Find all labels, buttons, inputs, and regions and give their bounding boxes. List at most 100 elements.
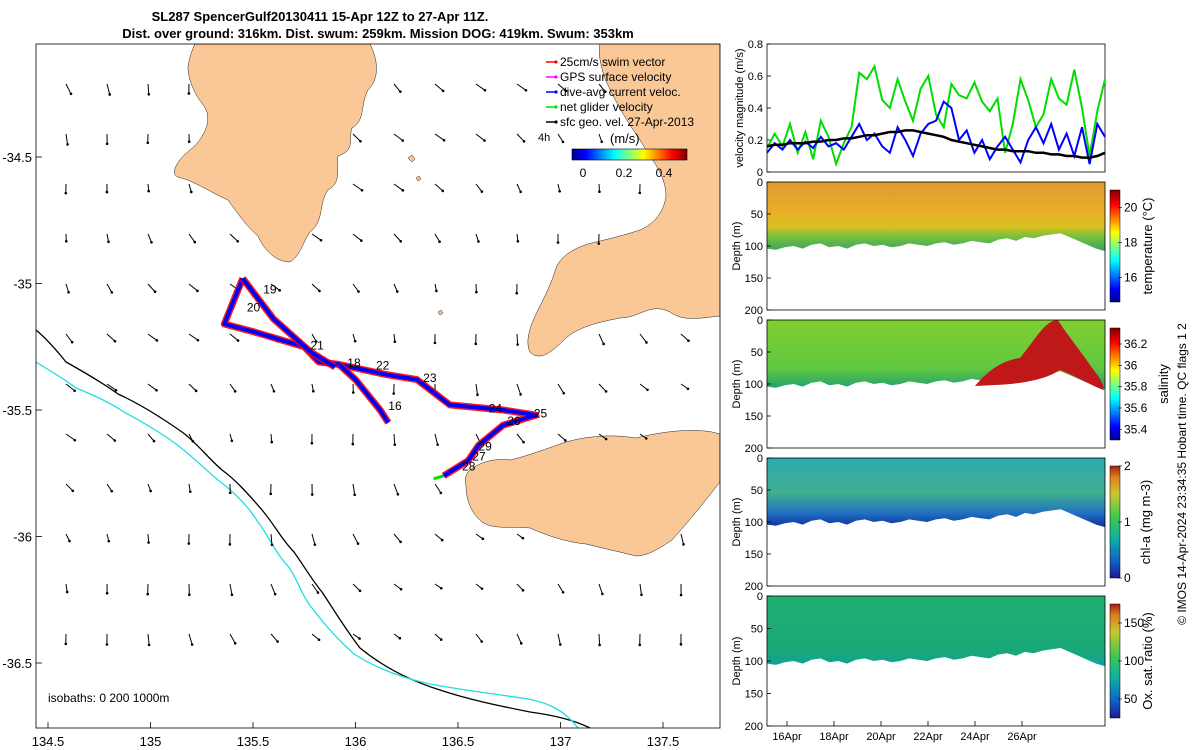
current-vector-head [71, 489, 75, 493]
current-vector-head [146, 141, 150, 145]
current-vector [65, 583, 68, 593]
current-vector [434, 533, 443, 541]
current-vector-head [314, 340, 318, 343]
current-vector [188, 633, 193, 645]
current-vector-head [398, 636, 402, 640]
oxygen-section: Depth (m) Ox. sat. ratio (%) 0 50 100 150 20… [731, 591, 1155, 743]
current-vector [65, 83, 72, 95]
velocity-series [766, 63, 1106, 168]
map-xtick-label: 135 [140, 734, 162, 749]
current-vector-head [483, 139, 486, 142]
temperature-ylabel: Depth (m) [731, 222, 743, 271]
current-vector [65, 383, 75, 392]
current-vector-head [561, 590, 565, 594]
current-vector-head [110, 489, 114, 493]
current-vector-head [155, 388, 158, 392]
current-vector-head [276, 640, 279, 643]
time-tick-label: 24Apr [960, 731, 990, 743]
velocity-ytick-label: 0.8 [748, 39, 763, 51]
day-label: 22 [376, 359, 390, 373]
current-vector [65, 483, 74, 492]
current-vector [188, 283, 198, 292]
current-vector-head [442, 138, 446, 142]
velocity-series-line [766, 63, 1106, 168]
depth-tick-label: 0 [757, 177, 763, 189]
colorbar-tick-label: 0 [1124, 571, 1131, 585]
current-vector-head [233, 642, 237, 645]
current-vector-head [519, 642, 523, 645]
current-vector [352, 483, 356, 495]
current-vector-head [150, 241, 153, 244]
current-vector-head [519, 190, 522, 194]
current-vector-head [105, 142, 109, 146]
current-vector-head [357, 290, 360, 293]
map-ytick-label: -35 [13, 277, 32, 292]
map-frame [35, 43, 721, 729]
current-vector [352, 533, 359, 544]
current-vector [598, 83, 606, 93]
current-vector [229, 633, 236, 644]
current-vector [557, 83, 567, 92]
current-vector [106, 83, 111, 95]
depth-tick-label: 150 [745, 273, 763, 285]
day-label: 28 [462, 460, 476, 474]
current-vector [516, 83, 527, 91]
current-vector-head [521, 589, 525, 592]
current-vector-head [601, 592, 604, 596]
current-vector [475, 633, 483, 642]
current-vector [229, 233, 239, 242]
current-vector [229, 583, 233, 595]
current-vector [65, 533, 70, 542]
chlorophyll-section: Depth (m) chl-a (mg m-3) 0 50 100 150 200 0 1… [731, 453, 1153, 593]
depth-tick-label: 0 [757, 315, 763, 327]
map-ytick-label: -36 [13, 530, 32, 545]
current-vector-head [359, 239, 363, 242]
current-vector-head [105, 190, 109, 194]
velocity-chart: velocity magnitude (m/s) 0 0.2 0.4 0.6 0.8 [734, 39, 1106, 179]
current-vector-head [152, 439, 156, 443]
current-vector-head [679, 643, 683, 646]
current-vector [270, 433, 273, 443]
map-background [36, 44, 720, 728]
current-vector-head [318, 289, 321, 293]
current-vector [516, 333, 519, 345]
depth-tick-label: 100 [745, 379, 763, 391]
current-vector-head [679, 593, 683, 597]
current-vector-head [481, 537, 485, 541]
time-tick-label: 22Apr [913, 731, 943, 743]
current-vector-head [351, 442, 355, 446]
temperature-colorbar-label: temperature (°C) [1140, 198, 1155, 295]
current-vector-head [351, 391, 355, 394]
map-ytick-label: -34.5 [2, 150, 32, 165]
current-vector [516, 383, 522, 395]
current-vector-head [113, 439, 117, 442]
current-vector [188, 183, 192, 193]
current-vector [393, 483, 399, 495]
depth-tick-label: 200 [745, 443, 763, 455]
legend-swatch-head [554, 105, 558, 109]
current-vector [434, 133, 445, 141]
current-vector [516, 133, 525, 142]
current-vector [598, 633, 601, 646]
isobath-1000m [36, 361, 579, 728]
map-xtick-label: 134.5 [32, 734, 65, 749]
kangaroo-island [464, 430, 720, 557]
current-vector-head [515, 291, 519, 295]
depth-tick-label: 50 [751, 485, 763, 497]
current-vector [557, 433, 566, 441]
current-vector [598, 583, 603, 595]
current-vector-head [435, 289, 438, 293]
oxygen-colorbar-label: Ox. sat. ratio (%) [1140, 612, 1155, 710]
current-vector [475, 83, 486, 91]
current-vector [147, 383, 157, 391]
current-vector-head [236, 339, 240, 342]
current-vector-head [64, 239, 68, 243]
current-vector-head [353, 339, 357, 343]
current-vector-head [105, 591, 109, 595]
current-vector [475, 233, 479, 242]
speed-colorbar-tick-1: 0.2 [616, 166, 633, 180]
colorbar-tick-label: 18 [1124, 236, 1138, 250]
current-vector-head [521, 536, 525, 540]
current-vector [639, 383, 648, 391]
current-vector-head [188, 490, 192, 493]
